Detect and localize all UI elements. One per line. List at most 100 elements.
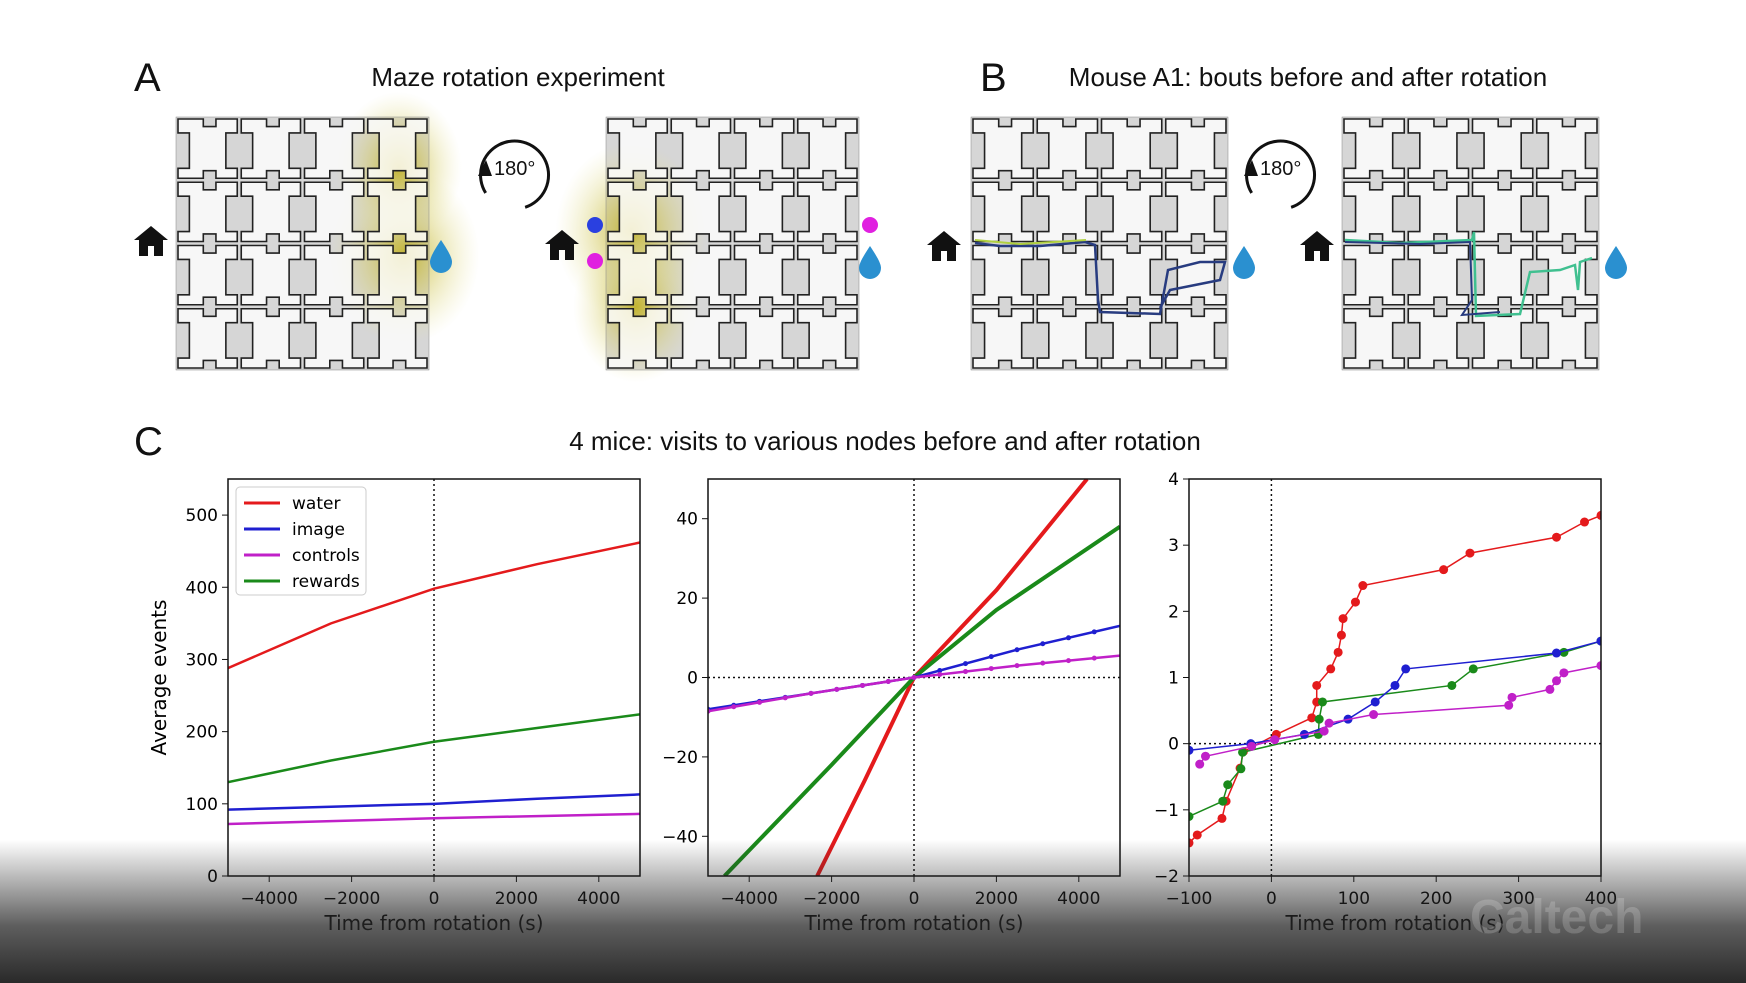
data-point-controls (1247, 741, 1257, 751)
data-point-rewards (1223, 780, 1233, 790)
series-line-rewards (1189, 640, 1601, 818)
maze-cell (1100, 118, 1163, 180)
panel-a-title: Maze rotation experiment (371, 62, 665, 92)
maze-cell (1343, 307, 1406, 369)
series-line-water (1189, 514, 1601, 844)
data-point-water (1312, 680, 1322, 690)
y-axis-label: Average events (147, 600, 171, 756)
maze-cell (240, 244, 302, 306)
water-drop-icon (1233, 246, 1255, 279)
maze-cell (1036, 307, 1099, 369)
x-tick-label: 2000 (975, 889, 1018, 909)
legend: water image controls rewards (235, 486, 367, 596)
series-controls (228, 812, 640, 826)
data-point-controls (1545, 684, 1555, 694)
maze-figures (134, 91, 1627, 383)
maze-cell (177, 307, 239, 369)
data-point-controls (1324, 718, 1334, 728)
y-tick-label: 300 (186, 650, 218, 670)
data-point-controls (808, 690, 814, 696)
maze-cell (177, 181, 239, 243)
maze-cell (1343, 181, 1406, 243)
maze-highlight (573, 230, 700, 383)
data-point-controls (1552, 676, 1562, 686)
maze-cell (366, 118, 428, 180)
series-image (708, 624, 1120, 712)
y-tick-label: −20 (662, 748, 698, 768)
chart-1: −4000 −2000 0 2000 4000 0 100 200 300 400 500 Time … (147, 478, 641, 935)
data-point-controls (731, 704, 737, 710)
data-point-water (1338, 614, 1348, 624)
data-point-water (1192, 830, 1202, 840)
x-tick-label: 200 (1420, 889, 1452, 909)
series-line-rewards (228, 713, 640, 784)
data-point-image (1370, 697, 1380, 707)
maze-border (605, 116, 860, 371)
control-node-marker (587, 253, 603, 269)
maze-cell (1407, 307, 1470, 369)
panel-c-letter: C (134, 420, 163, 464)
trajectory-after (1344, 240, 1501, 317)
trajectory-before (974, 239, 1087, 246)
series-image (1189, 636, 1601, 755)
maze-cell (1535, 307, 1598, 369)
series-water (1189, 510, 1601, 848)
maze-border (175, 116, 430, 371)
y-tick-label: 0 (687, 669, 698, 689)
rotation-label-b: 180° (1260, 158, 1302, 180)
maze-cell (1164, 307, 1227, 369)
series-line-rewards (723, 524, 1120, 876)
data-point-image (1040, 641, 1046, 647)
data-point-rewards (1238, 747, 1248, 757)
maze-cell (1164, 244, 1227, 306)
maze-cell (1407, 118, 1470, 180)
maze-cell (303, 244, 365, 306)
maze-cell (733, 307, 795, 369)
legend-label-controls: controls (292, 546, 360, 566)
series-line-image (228, 793, 640, 811)
maze-cell (303, 307, 365, 369)
maze-cell (607, 307, 669, 369)
maze-cell (1471, 244, 1534, 306)
series-rewards (228, 713, 640, 784)
data-point-controls (757, 699, 762, 705)
maze-cell (607, 118, 669, 180)
series-image (228, 793, 640, 811)
maze-cell (303, 181, 365, 243)
y-tick-label: −1 (1154, 801, 1179, 821)
y-tick-label: −2 (1154, 867, 1179, 887)
maze-cell (796, 244, 858, 306)
data-point-water (1465, 548, 1475, 558)
data-point-rewards (1236, 764, 1246, 774)
series-line-controls (228, 812, 640, 826)
x-tick-label: 2000 (495, 889, 538, 909)
series-controls (708, 654, 1120, 714)
panel-b-letter: B (980, 56, 1007, 100)
maze-cell (607, 181, 669, 243)
rotation-arrow-icon (1244, 139, 1317, 209)
maze-border (1341, 116, 1600, 371)
maze-cell (670, 307, 732, 369)
maze-cell (1535, 118, 1598, 180)
maze-cell (1471, 181, 1534, 243)
home-icon (927, 231, 961, 261)
data-point-controls (860, 682, 865, 688)
control-node-marker (862, 217, 878, 233)
data-point-controls (1195, 759, 1205, 769)
maze-cell (240, 307, 302, 369)
water-drop-icon (1605, 246, 1627, 279)
data-point-water (1333, 647, 1343, 657)
maze-cell (177, 244, 239, 306)
maze-cell (607, 244, 669, 306)
data-point-image (1390, 680, 1400, 690)
series-line-image (708, 624, 1120, 711)
maze-cell (1343, 244, 1406, 306)
data-point-image (1066, 635, 1071, 641)
series-water (815, 479, 1089, 876)
watermark: Caltech (1470, 891, 1644, 944)
maze-cell (1471, 118, 1534, 180)
data-point-controls (1066, 658, 1071, 664)
legend-box (235, 486, 367, 596)
maze-border (970, 116, 1229, 371)
data-point-water (1358, 581, 1368, 591)
